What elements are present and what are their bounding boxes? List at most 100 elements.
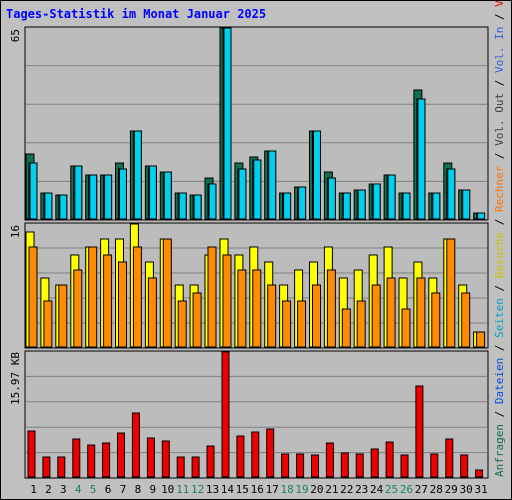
bar-rechner xyxy=(282,300,292,348)
x-tick-label: 6 xyxy=(105,483,112,496)
bar-volumen xyxy=(251,431,260,478)
bar-volumen xyxy=(191,456,200,478)
x-tick-label: 18 xyxy=(280,483,293,496)
bar-rechner xyxy=(103,254,113,348)
bar-seiten xyxy=(148,165,157,220)
bar-seiten xyxy=(253,159,262,220)
bar-volumen xyxy=(161,440,170,478)
x-tick-label: 28 xyxy=(430,483,443,496)
x-tick-label: 5 xyxy=(90,483,97,496)
bar-rechner xyxy=(461,292,471,348)
bar-volumen xyxy=(340,452,349,478)
top-panel-max-label: 65 xyxy=(9,29,22,42)
x-tick-label: 9 xyxy=(149,483,156,496)
bar-volumen xyxy=(206,445,215,478)
bar-seiten xyxy=(119,168,127,220)
legend-entry: / xyxy=(493,338,506,358)
chart-title: Tages-Statistik im Monat Januar 2025 xyxy=(6,7,267,21)
bar-seiten xyxy=(268,150,277,220)
x-tick-label: 17 xyxy=(266,483,279,496)
bar-seiten xyxy=(29,162,38,220)
x-tick-label: 27 xyxy=(415,483,428,496)
bar-rechner xyxy=(312,284,321,348)
bar-seiten xyxy=(193,194,202,220)
x-tick-label: 16 xyxy=(251,483,264,496)
x-tick-label: 12 xyxy=(191,483,204,496)
legend-entry: Anfragen xyxy=(493,424,506,477)
bar-seiten xyxy=(417,98,426,220)
bar-rechner xyxy=(237,269,247,348)
bar-seiten xyxy=(74,165,83,220)
bar-rechner xyxy=(267,284,277,348)
bar-rechner xyxy=(356,300,366,348)
x-tick-label: 1 xyxy=(30,483,37,496)
bar-rechner xyxy=(476,331,486,348)
legend-entry: Besuche xyxy=(493,232,506,278)
bar-volumen xyxy=(117,432,125,478)
bar-rechner xyxy=(162,238,172,348)
bar-rechner xyxy=(222,254,232,348)
bar-volumen xyxy=(102,442,111,478)
legend-entry: / xyxy=(493,278,506,298)
x-tick-label: 21 xyxy=(325,483,338,496)
bar-volumen xyxy=(57,456,66,478)
bar-rechner xyxy=(386,277,396,348)
bar-volumen xyxy=(415,385,424,478)
x-tick-label: 30 xyxy=(459,483,472,496)
bar-volumen xyxy=(42,456,51,478)
bar-rechner xyxy=(252,269,262,348)
bar-rechner xyxy=(58,284,68,348)
bar-volumen xyxy=(475,469,484,478)
bar-volumen xyxy=(176,456,185,478)
bar-volumen xyxy=(445,438,454,478)
legend-entry: Rechner xyxy=(493,165,506,212)
bar-volumen xyxy=(236,435,245,478)
bars-top-panel xyxy=(25,27,486,220)
x-tick-label: 8 xyxy=(135,483,142,496)
legend-entry: / xyxy=(493,212,506,232)
bars-bottom-panel xyxy=(27,351,484,478)
bar-seiten xyxy=(104,174,113,220)
bar-seiten xyxy=(432,192,441,220)
bar-volumen xyxy=(355,453,364,478)
x-tick-label: 29 xyxy=(445,483,458,496)
bar-volumen xyxy=(296,453,305,478)
x-tick-label: 26 xyxy=(400,483,413,496)
bar-seiten xyxy=(59,194,68,220)
bar-rechner xyxy=(147,277,157,348)
bar-volumen xyxy=(281,453,290,478)
bar-seiten xyxy=(163,171,172,220)
x-tick-label: 25 xyxy=(385,483,398,496)
bar-rechner xyxy=(431,292,441,348)
bar-rechner xyxy=(132,246,142,348)
bar-seiten xyxy=(223,27,232,220)
bar-rechner xyxy=(341,308,351,348)
x-tick-label: 14 xyxy=(221,483,235,496)
bar-volumen xyxy=(146,437,155,478)
bar-volumen xyxy=(266,428,275,478)
bar-rechner xyxy=(446,238,456,348)
x-axis-day-labels: 1 2 3 4 5 6 7 8 9 10 11 12 13 14 15 16 17 18 19 20 21 22 23 24 2… xyxy=(30,483,488,496)
bar-rechner xyxy=(177,300,187,348)
bar-volumen xyxy=(385,441,394,478)
legend-entry: Volumen xyxy=(493,0,506,7)
bar-seiten xyxy=(342,192,351,220)
bar-volumen xyxy=(370,448,379,478)
legend-entry: / xyxy=(493,73,506,93)
bar-rechner xyxy=(88,246,98,348)
bar-seiten xyxy=(357,189,366,220)
bar-volumen xyxy=(460,454,469,478)
legend-entry: Dateien xyxy=(493,358,506,404)
bar-seiten xyxy=(313,130,321,220)
x-tick-label: 22 xyxy=(340,483,353,496)
bar-rechner xyxy=(371,284,381,348)
bar-seiten xyxy=(208,183,217,220)
middle-panel-max-label: 16 xyxy=(9,225,22,238)
bar-rechner xyxy=(118,261,127,348)
x-tick-label: 13 xyxy=(206,483,219,496)
bar-volumen xyxy=(325,442,334,478)
bar-rechner xyxy=(207,246,217,348)
bar-rechner xyxy=(326,269,336,348)
bar-seiten xyxy=(477,212,486,220)
bar-seiten xyxy=(133,130,142,220)
